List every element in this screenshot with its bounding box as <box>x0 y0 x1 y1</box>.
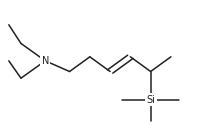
Text: Si: Si <box>146 94 155 105</box>
Text: N: N <box>42 56 49 66</box>
